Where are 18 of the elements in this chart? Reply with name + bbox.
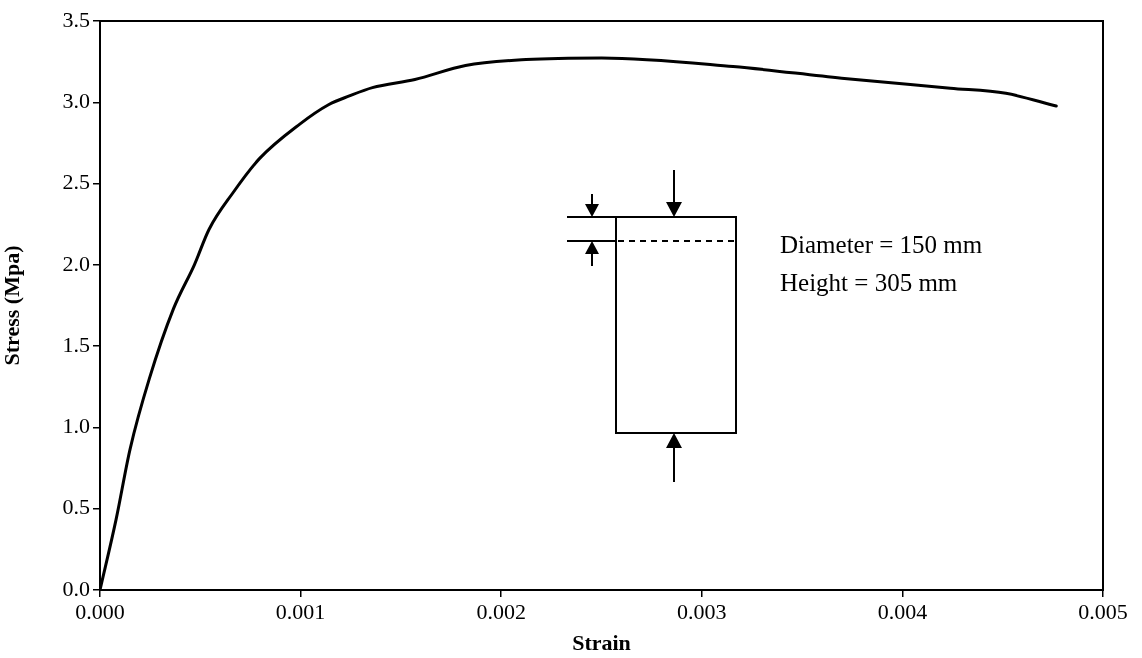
y-tick-label: 0.0 — [62, 575, 90, 601]
x-tick-label: 0.003 — [677, 598, 727, 624]
x-tick-label: 0.004 — [877, 598, 928, 624]
y-tick-label: 1.5 — [62, 331, 90, 357]
y-axis-title: Stress (Mpa) — [0, 245, 24, 366]
y-tick-label: 3.0 — [62, 88, 90, 114]
y-tick-label: 0.5 — [62, 494, 90, 520]
x-tick-label: 0.000 — [75, 598, 125, 624]
annotation: Height = 305 mm — [780, 268, 958, 298]
y-tick-label: 2.5 — [62, 169, 90, 195]
y-tick-label: 3.5 — [62, 6, 90, 32]
y-tick-label: 1.0 — [62, 413, 90, 439]
x-axis-title: Strain — [572, 630, 631, 656]
x-tick-label: 0.005 — [1078, 598, 1128, 624]
y-tick-label: 2.0 — [62, 250, 90, 276]
x-tick-label: 0.002 — [476, 598, 526, 624]
x-tick-label: 0.001 — [275, 598, 326, 624]
annotation: Diameter = 150 mm — [780, 230, 983, 260]
